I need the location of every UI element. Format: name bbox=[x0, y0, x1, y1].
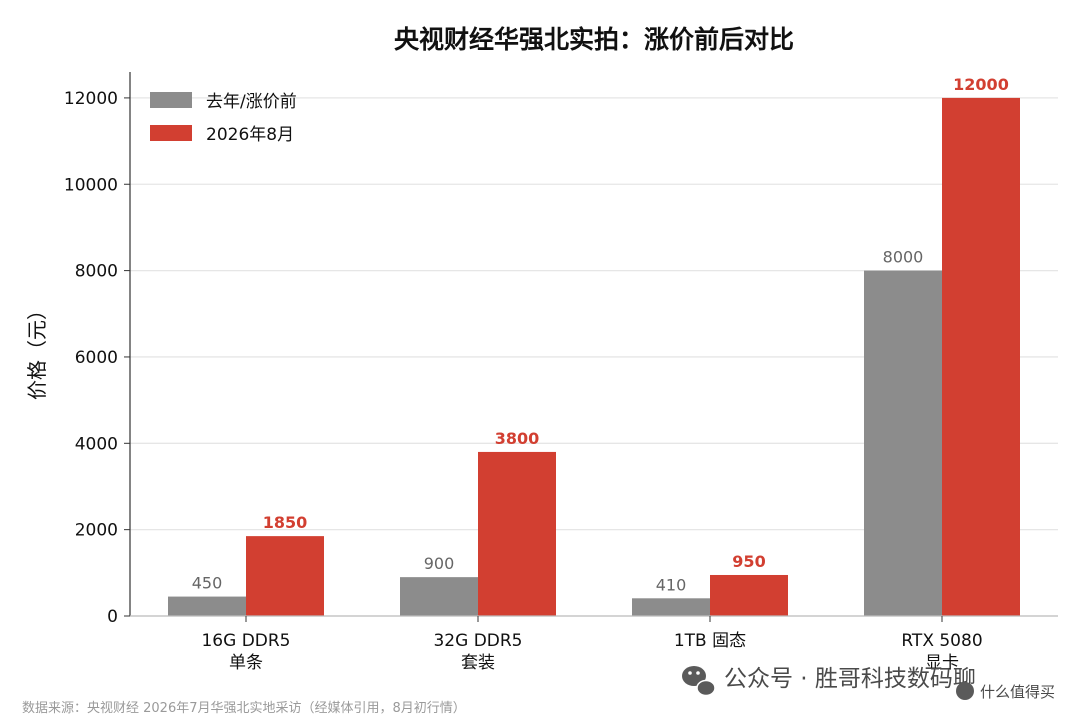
data-label: 1850 bbox=[263, 513, 308, 532]
data-label: 410 bbox=[656, 575, 687, 594]
wechat-icon bbox=[682, 666, 716, 697]
y-tick-label: 0 bbox=[107, 607, 118, 627]
x-category-label: RTX 5080 bbox=[901, 631, 982, 651]
y-tick-label: 6000 bbox=[75, 348, 118, 368]
wechat-watermark: 公众号 · 胜哥科技数码聊 bbox=[682, 666, 976, 697]
site-logo-icon bbox=[956, 682, 974, 700]
legend-swatch bbox=[150, 92, 192, 108]
y-tick-label: 8000 bbox=[75, 262, 118, 282]
y-ticks: 0 2000 4000 6000 8000 10000 12000 bbox=[64, 89, 130, 627]
site-watermark-text: 什么值得买 bbox=[980, 683, 1055, 701]
legend-label: 2026年8月 bbox=[206, 125, 294, 145]
bar-before bbox=[864, 270, 942, 616]
bar-after bbox=[246, 536, 324, 616]
data-label: 8000 bbox=[883, 248, 924, 267]
x-category-label: 单条 bbox=[229, 653, 263, 673]
chart-title: 央视财经华强北实拍：涨价前后对比 bbox=[394, 25, 794, 54]
wechat-watermark-text: 公众号 · 胜哥科技数码聊 bbox=[724, 666, 976, 692]
data-labels: 450 1850 900 3800 410 950 8000 12000 bbox=[192, 75, 1009, 594]
data-label: 900 bbox=[424, 554, 455, 573]
source-note: 数据来源：央视财经 2026年7月华强北实地采访（经媒体引用，8月初行情） bbox=[22, 701, 466, 716]
axes bbox=[129, 72, 1058, 617]
x-category-label: 套装 bbox=[461, 653, 495, 673]
bar-after bbox=[478, 451, 556, 616]
data-label: 950 bbox=[732, 552, 765, 571]
bar-before bbox=[168, 596, 246, 616]
site-watermark: 什么值得买 bbox=[956, 682, 1055, 701]
bar-after bbox=[942, 97, 1020, 616]
legend-swatch bbox=[150, 125, 192, 141]
legend: 去年/涨价前 2026年8月 bbox=[150, 92, 297, 145]
bar-before bbox=[632, 598, 710, 616]
bar-after bbox=[710, 574, 788, 616]
x-category-label: 16G DDR5 bbox=[201, 631, 290, 651]
y-axis-label: 价格（元） bbox=[25, 300, 49, 400]
y-tick-label: 2000 bbox=[75, 521, 118, 541]
data-label: 3800 bbox=[495, 429, 540, 448]
x-category-label: 1TB 固态 bbox=[674, 631, 746, 651]
legend-label: 去年/涨价前 bbox=[206, 92, 297, 112]
y-tick-label: 10000 bbox=[64, 175, 118, 195]
x-category-label: 32G DDR5 bbox=[433, 631, 522, 651]
bars-group bbox=[168, 97, 1020, 616]
data-label: 12000 bbox=[953, 75, 1009, 94]
data-label: 450 bbox=[192, 574, 223, 593]
bar-before bbox=[400, 577, 478, 616]
y-tick-label: 4000 bbox=[75, 434, 118, 454]
y-tick-label: 12000 bbox=[64, 89, 118, 109]
x-category-label: 显卡 bbox=[925, 653, 959, 673]
